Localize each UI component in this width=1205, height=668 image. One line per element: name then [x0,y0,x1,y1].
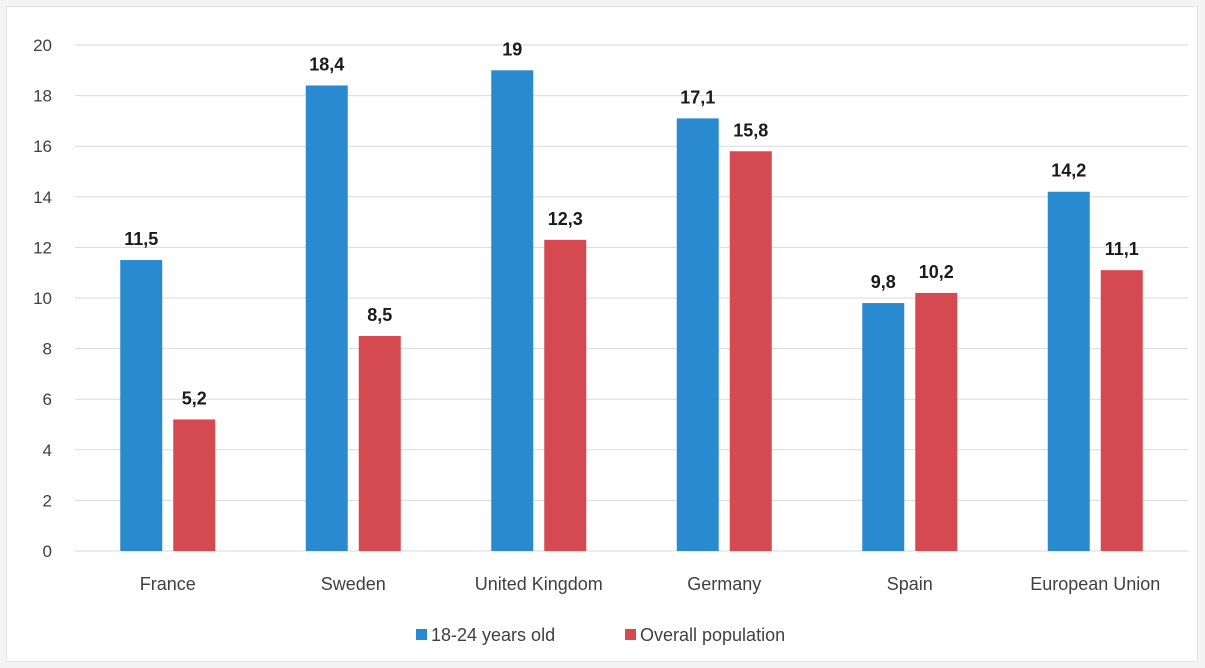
y-tick-label: 16 [33,137,52,156]
bar-overall-population [544,239,587,551]
x-axis: France Sweden United Kingdom Germany Spain Eu… [140,574,1161,594]
y-tick-label: 20 [33,36,52,55]
y-tick-label: 18 [33,87,52,106]
bar-overall-population [1100,270,1143,551]
x-tick-label: United Kingdom [475,574,603,594]
x-tick-label: Spain [887,574,933,594]
x-tick-label: Sweden [321,574,386,594]
y-tick-label: 4 [43,441,52,460]
chart-frame [6,6,1198,662]
bar-overall-population [729,151,772,551]
x-tick-label: Germany [687,574,761,594]
legend: 18-24 years old Overall population [416,625,785,645]
bar-age-18-24 [491,70,534,552]
x-tick-label: European Union [1030,574,1160,594]
data-label: 5,2 [182,388,207,408]
data-label: 12,3 [548,209,583,229]
y-tick-label: 0 [43,542,52,561]
y-tick-label: 12 [33,238,52,257]
data-label: 18,4 [309,54,344,74]
y-tick-label: 8 [43,340,52,359]
y-tick-label: 10 [33,289,52,308]
legend-label: Overall population [640,625,785,645]
data-label: 8,5 [367,305,392,325]
y-tick-label: 14 [33,188,52,207]
bar-overall-population [173,419,216,551]
legend-label: 18-24 years old [431,625,555,645]
bar-age-18-24 [676,118,719,552]
data-label: 19 [502,39,522,59]
data-label: 11,1 [1105,239,1139,259]
legend-swatch [625,629,636,640]
bars [120,70,1143,552]
data-labels: 11,5 5,2 18,4 8,5 19 12,3 17,1 15,8 9,8 10,2 14,2 1… [124,39,1139,408]
data-label: 17,1 [680,87,715,107]
x-tick-label: France [140,574,196,594]
y-tick-label: 6 [43,390,52,409]
gridlines [75,44,1188,552]
data-label: 14,2 [1051,161,1086,181]
data-label: 15,8 [733,120,768,140]
bar-overall-population [358,335,401,551]
bar-age-18-24 [120,260,163,551]
data-label: 10,2 [919,262,954,282]
y-axis: 0 2 4 6 8 10 12 14 16 18 20 [33,36,52,561]
y-tick-label: 2 [43,491,52,510]
data-label: 11,5 [124,229,158,249]
bar-age-18-24 [305,85,348,551]
bar-age-18-24 [1047,191,1090,552]
bar-age-18-24 [862,303,905,551]
legend-swatch [416,629,427,640]
bar-overall-population [915,292,958,551]
data-label: 9,8 [871,272,896,292]
